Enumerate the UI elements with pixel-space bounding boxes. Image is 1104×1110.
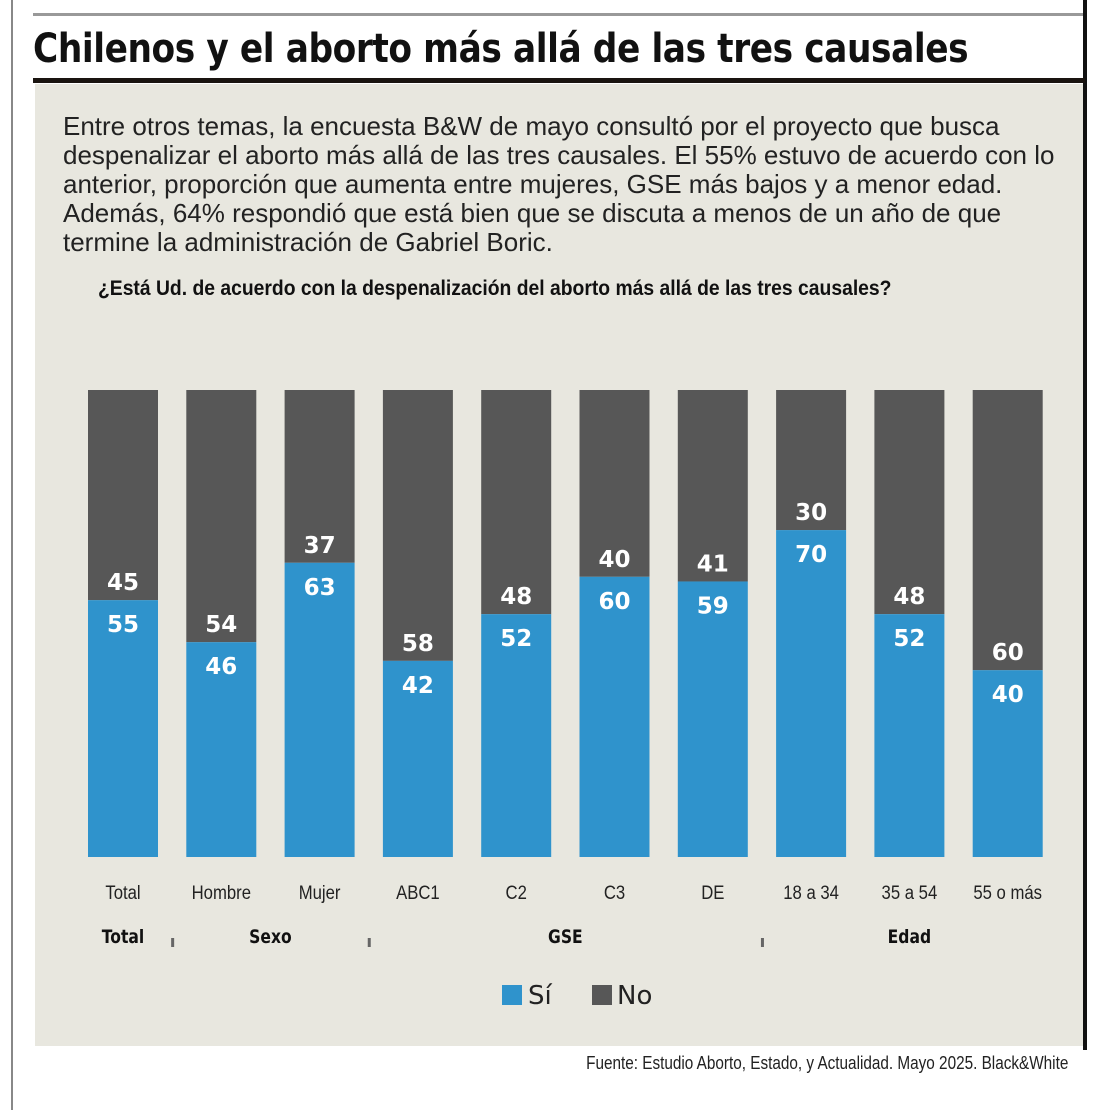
label-si-5: 60 [598,589,630,615]
label-si-7: 70 [795,542,827,568]
bar-si-1 [186,642,257,857]
legend-swatch-no [592,985,612,1005]
chart-title: ¿Está Ud. de acuerdo con la despenalizac… [98,277,892,300]
bar-no-4 [481,390,552,615]
group-separator [760,938,764,947]
bar-si-3 [382,660,453,857]
category-label-7: 18 a 34 [783,882,839,903]
left-border [11,0,13,1110]
bar-si-0 [88,600,158,857]
label-no-6: 41 [697,551,729,577]
label-no-5: 40 [598,547,630,573]
category-label-8: 35 a 54 [882,882,938,903]
category-label-3: ABC1 [396,882,440,903]
source-note: Fuente: Estudio Aborto, Estado, y Actual… [585,1053,1068,1073]
bar-no-0 [88,390,158,601]
top-rule [33,13,1083,16]
legend-swatch-si [502,985,522,1005]
group-label-edad: Edad [888,927,931,949]
label-si-1: 46 [205,654,237,680]
category-label-1: Hombre [192,882,251,903]
label-si-8: 52 [893,626,925,652]
bar-si-2 [284,562,355,857]
title-rule [33,78,1085,83]
bar-si-9 [972,670,1043,857]
category-label-2: Mujer [299,882,341,903]
group-label-sexo: Sexo [249,927,292,949]
bar-no-7 [776,390,847,531]
category-label-6: DE [701,882,724,903]
bar-no-5 [579,390,650,577]
label-si-3: 42 [402,673,434,699]
label-si-0: 55 [107,612,139,638]
label-no-1: 54 [205,612,237,638]
group-separator [367,938,371,947]
bar-no-6 [677,390,748,582]
bar-no-9 [972,390,1043,671]
category-label-9: 55 o más [973,882,1042,903]
group-separator [171,938,175,947]
label-si-9: 40 [992,682,1024,708]
intro-text: Entre otros temas, la encuesta B&W de ma… [63,111,1055,257]
category-label-4: C2 [506,882,527,903]
label-no-3: 58 [402,631,434,657]
label-si-2: 63 [304,575,336,601]
legend-label-si: Sí [528,981,553,1011]
bar-no-8 [874,390,945,615]
label-no-4: 48 [500,584,532,610]
category-label-5: C3 [604,882,625,903]
bar-si-4 [481,614,552,857]
label-no-7: 30 [795,500,827,526]
bar-si-7 [776,530,847,857]
label-no-0: 45 [107,570,139,596]
label-no-2: 37 [304,533,336,559]
bar-si-5 [579,576,650,857]
label-si-4: 52 [500,626,532,652]
label-no-9: 60 [992,640,1024,666]
text-column: Entre otros temas, la encuesta B&W de ma… [63,112,1068,301]
label-no-8: 48 [893,584,925,610]
bar-si-6 [677,581,748,857]
bar-no-3 [382,390,453,661]
group-label-total: Total [102,927,145,949]
bar-no-1 [186,390,257,643]
bar-no-2 [284,390,355,563]
legend-label-no: No [617,981,652,1011]
group-label-gse: GSE [548,927,583,949]
page-title: Chilenos y el aborto más allá de las tre… [33,26,969,72]
label-si-6: 59 [697,593,729,619]
bar-si-8 [874,614,945,857]
category-label-0: Total [105,882,140,903]
right-border [1083,0,1087,1050]
